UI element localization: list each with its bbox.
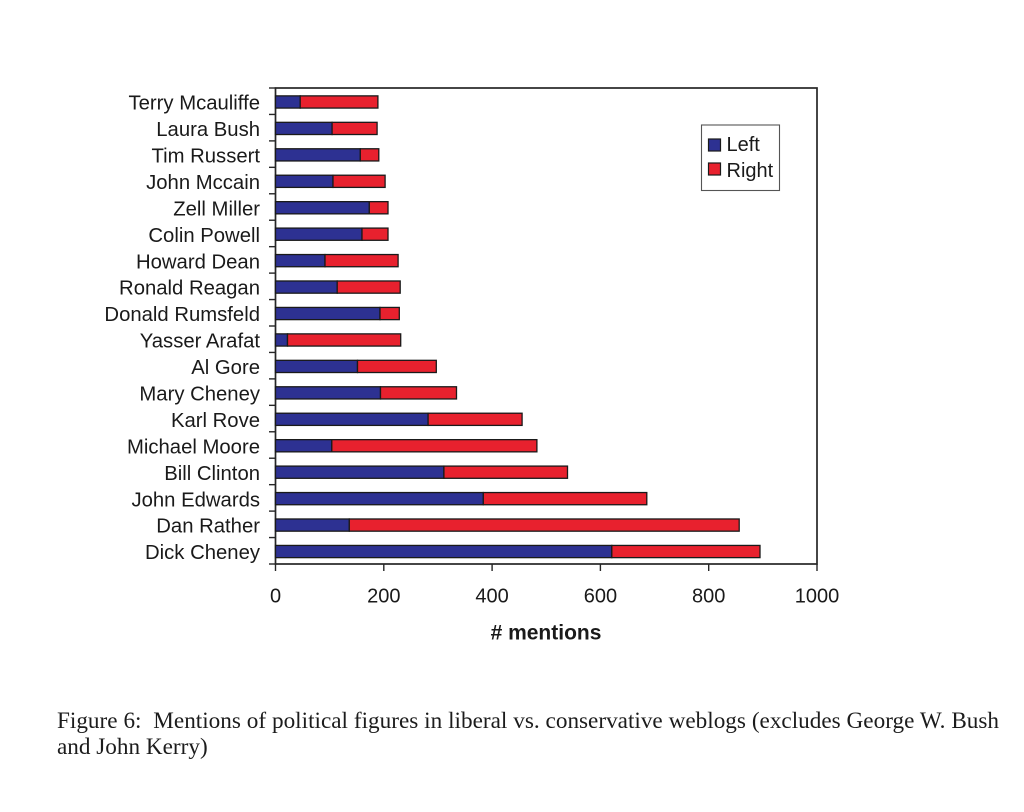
svg-text:200: 200	[367, 586, 400, 608]
svg-text:Ronald Reagan: Ronald Reagan	[119, 278, 260, 300]
svg-text:Howard Dean: Howard Dean	[136, 251, 260, 273]
svg-text:Donald Rumsfeld: Donald Rumsfeld	[104, 304, 260, 326]
svg-text:600: 600	[584, 586, 617, 608]
svg-text:Yasser Arafat: Yasser Arafat	[140, 331, 261, 353]
svg-text:1000: 1000	[795, 586, 840, 608]
svg-text:Bill Clinton: Bill Clinton	[164, 463, 260, 485]
svg-text:Dick Cheney: Dick Cheney	[145, 542, 261, 564]
svg-text:0: 0	[270, 586, 281, 608]
svg-text:Left: Left	[727, 134, 761, 156]
svg-text:Tim Russert: Tim Russert	[151, 146, 260, 168]
svg-text:800: 800	[692, 586, 725, 608]
svg-text:Mary Cheney: Mary Cheney	[139, 384, 260, 406]
svg-text:Right: Right	[727, 160, 774, 182]
svg-text:Michael Moore: Michael Moore	[127, 436, 260, 458]
svg-text:Dan Rather: Dan Rather	[156, 516, 260, 538]
svg-text:John Edwards: John Edwards	[131, 489, 260, 511]
svg-text:Laura Bush: Laura Bush	[156, 119, 260, 141]
svg-text:Karl Rove: Karl Rove	[171, 410, 260, 432]
svg-text:400: 400	[475, 586, 508, 608]
svg-text:# mentions: # mentions	[491, 622, 602, 645]
svg-text:Zell Miller: Zell Miller	[173, 198, 260, 220]
svg-text:Terry Mcauliffe: Terry Mcauliffe	[129, 93, 261, 115]
svg-text:Colin Powell: Colin Powell	[148, 225, 260, 247]
svg-text:Al Gore: Al Gore	[191, 357, 260, 379]
svg-text:John Mccain: John Mccain	[146, 172, 260, 194]
